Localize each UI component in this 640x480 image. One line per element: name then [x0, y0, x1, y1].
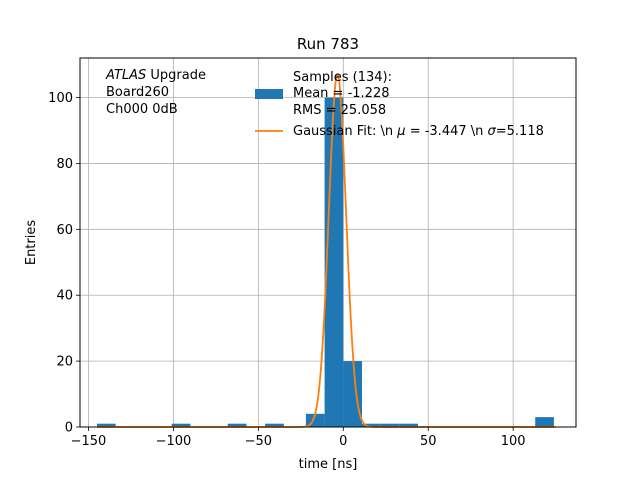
annotation-rest: Upgrade — [146, 68, 206, 83]
legend-fit-mid: = -3.447 \n — [406, 124, 488, 139]
legend-rms: RMS = 25.058 — [293, 103, 386, 118]
legend: Samples (134): Mean = -1.228 RMS = 25.05… — [255, 70, 544, 139]
legend-histogram-patch — [255, 89, 283, 99]
legend-fit-suffix: =5.118 — [496, 124, 544, 139]
legend-fit-mu: μ — [396, 124, 405, 139]
x-tick-label: −50 — [245, 434, 272, 449]
y-tick-label: 40 — [56, 289, 73, 304]
atlas-annotation: ATLAS Upgrade Board260 Ch000 0dB — [105, 68, 206, 117]
annotation-italic: ATLAS — [105, 68, 146, 83]
y-tick-label: 20 — [56, 355, 73, 370]
y-tick-label: 100 — [48, 91, 73, 106]
plot-frame — [79, 57, 577, 428]
x-tick-label: −150 — [71, 434, 107, 449]
histogram-bar — [535, 417, 554, 427]
x-axis-label: time [ns] — [299, 457, 358, 472]
histogram-bar — [361, 423, 381, 427]
x-tick-label: 0 — [339, 434, 347, 449]
histogram-bar — [380, 423, 400, 427]
legend-fit-label: Gaussian Fit: \n μ = -3.447 \n σ=5.118 — [293, 124, 544, 139]
x-tick-label: −100 — [156, 434, 192, 449]
legend-fit-prefix: Gaussian Fit: \n — [293, 124, 397, 139]
legend-mean: Mean = -1.228 — [293, 86, 389, 101]
annotation-line-3: Ch000 0dB — [106, 102, 178, 117]
histogram-bar — [96, 423, 116, 427]
annotation-line-1: ATLAS Upgrade — [105, 68, 206, 83]
histogram-bar — [399, 423, 419, 427]
x-tick-label: 50 — [420, 434, 437, 449]
y-tick-label: 0 — [65, 421, 73, 436]
histogram-bar — [227, 423, 247, 427]
x-tick-label: 100 — [501, 434, 526, 449]
y-tick-label: 80 — [56, 157, 73, 172]
histogram-bar — [265, 423, 284, 427]
legend-fit-sigma: σ — [488, 124, 497, 139]
chart-title: Run 783 — [297, 35, 359, 53]
histogram-bar — [171, 423, 191, 427]
histogram-bar — [343, 361, 362, 427]
axis-ticks: −150 −100 −50 0 50 100 0 20 40 60 80 100 — [48, 91, 525, 449]
histogram-bars — [96, 97, 554, 428]
legend-samples: Samples (134): — [293, 70, 392, 85]
annotation-line-2: Board260 — [106, 85, 169, 100]
y-tick-label: 60 — [56, 223, 73, 238]
y-axis-label: Entries — [24, 220, 39, 266]
